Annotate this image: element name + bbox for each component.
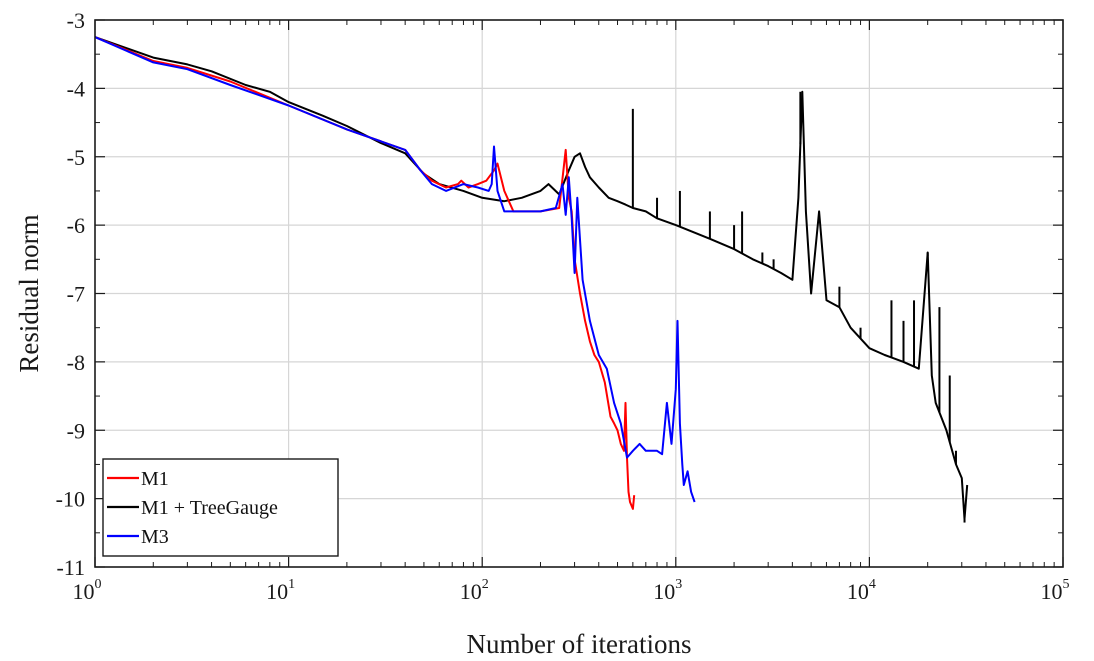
series-line-m1 xyxy=(94,36,636,510)
x-tick-label: 101 xyxy=(266,577,295,604)
x-tick-label: 102 xyxy=(460,577,489,604)
y-tick-label: -7 xyxy=(67,282,85,307)
x-tick-label: 104 xyxy=(847,577,876,604)
y-tick-label: -6 xyxy=(67,213,85,238)
series-line-m3 xyxy=(94,36,696,503)
x-tick-label: 100 xyxy=(73,577,102,604)
legend-entry-label: M3 xyxy=(141,526,169,548)
x-axis-label: Number of iterations xyxy=(467,629,692,659)
y-tick-label: -4 xyxy=(67,76,85,101)
y-tick-label: -3 xyxy=(67,8,85,33)
series-line-m1-treegauge xyxy=(94,36,969,521)
legend-entry-label: M1 + TreeGauge xyxy=(141,497,278,519)
y-tick-label: -8 xyxy=(67,350,85,375)
y-axis-label: Residual norm xyxy=(14,214,44,372)
axis-ticks xyxy=(94,19,1064,568)
tick-labels: 100 101 102 103 104 105 -3 -4 -5 -6 -7 -8 -9 -10 -11 xyxy=(56,8,1070,604)
y-tick-label: -11 xyxy=(56,555,85,580)
y-tick-label: -10 xyxy=(56,487,85,512)
series-layer xyxy=(94,36,969,523)
x-tick-label: 103 xyxy=(653,577,682,604)
y-tick-label: -9 xyxy=(67,418,85,443)
legend-box xyxy=(102,458,339,557)
legend: M1 M1 + TreeGauge M3 xyxy=(102,458,339,557)
legend-entry-label: M1 xyxy=(141,468,169,490)
y-tick-label: -5 xyxy=(67,145,85,170)
x-tick-label: 105 xyxy=(1041,577,1070,604)
